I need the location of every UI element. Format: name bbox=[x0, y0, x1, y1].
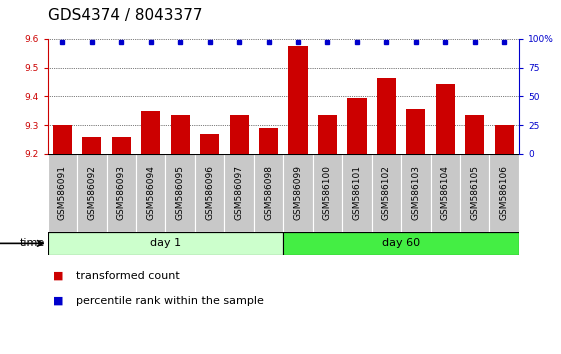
Text: transformed count: transformed count bbox=[76, 271, 180, 281]
Text: GSM586091: GSM586091 bbox=[58, 165, 67, 221]
Text: GSM586106: GSM586106 bbox=[500, 165, 509, 221]
FancyBboxPatch shape bbox=[283, 154, 313, 232]
Bar bbox=[406, 109, 425, 154]
Bar bbox=[171, 115, 190, 154]
Bar bbox=[318, 115, 337, 154]
Text: GSM586093: GSM586093 bbox=[117, 165, 126, 221]
FancyBboxPatch shape bbox=[165, 154, 195, 232]
Text: GSM586097: GSM586097 bbox=[234, 165, 243, 221]
Bar bbox=[436, 84, 455, 154]
FancyBboxPatch shape bbox=[254, 154, 283, 232]
Text: GSM586099: GSM586099 bbox=[293, 165, 302, 221]
Text: GSM586102: GSM586102 bbox=[382, 165, 391, 221]
Bar bbox=[200, 134, 219, 154]
FancyBboxPatch shape bbox=[431, 154, 460, 232]
Bar bbox=[259, 128, 278, 154]
Bar bbox=[141, 111, 160, 154]
FancyBboxPatch shape bbox=[195, 154, 224, 232]
Bar bbox=[112, 137, 131, 154]
FancyBboxPatch shape bbox=[224, 154, 254, 232]
Text: GSM586103: GSM586103 bbox=[411, 165, 420, 221]
Text: percentile rank within the sample: percentile rank within the sample bbox=[76, 296, 264, 306]
FancyBboxPatch shape bbox=[342, 154, 371, 232]
FancyBboxPatch shape bbox=[489, 154, 519, 232]
Text: day 1: day 1 bbox=[150, 238, 181, 249]
Bar bbox=[229, 115, 249, 154]
Bar bbox=[495, 125, 514, 154]
Bar bbox=[53, 125, 72, 154]
FancyBboxPatch shape bbox=[283, 232, 519, 255]
Bar bbox=[82, 137, 102, 154]
Text: day 60: day 60 bbox=[382, 238, 420, 249]
Text: GSM586098: GSM586098 bbox=[264, 165, 273, 221]
Text: GSM586092: GSM586092 bbox=[88, 165, 96, 221]
Text: GSM586100: GSM586100 bbox=[323, 165, 332, 221]
Bar bbox=[465, 115, 484, 154]
FancyBboxPatch shape bbox=[48, 154, 77, 232]
Text: GDS4374 / 8043377: GDS4374 / 8043377 bbox=[48, 8, 202, 23]
Text: GSM586101: GSM586101 bbox=[352, 165, 361, 221]
FancyBboxPatch shape bbox=[313, 154, 342, 232]
FancyBboxPatch shape bbox=[460, 154, 489, 232]
FancyBboxPatch shape bbox=[401, 154, 431, 232]
Bar bbox=[288, 46, 307, 154]
Text: GSM586104: GSM586104 bbox=[441, 165, 450, 221]
FancyBboxPatch shape bbox=[136, 154, 165, 232]
Text: GSM586095: GSM586095 bbox=[176, 165, 185, 221]
FancyBboxPatch shape bbox=[77, 154, 107, 232]
Bar bbox=[377, 78, 396, 154]
Text: GSM586096: GSM586096 bbox=[205, 165, 214, 221]
FancyBboxPatch shape bbox=[107, 154, 136, 232]
FancyBboxPatch shape bbox=[371, 154, 401, 232]
Bar bbox=[347, 98, 366, 154]
Text: GSM586105: GSM586105 bbox=[470, 165, 479, 221]
Text: time: time bbox=[20, 238, 45, 249]
FancyBboxPatch shape bbox=[48, 232, 283, 255]
Text: GSM586094: GSM586094 bbox=[146, 165, 155, 221]
Text: ■: ■ bbox=[53, 271, 64, 281]
Text: ■: ■ bbox=[53, 296, 64, 306]
